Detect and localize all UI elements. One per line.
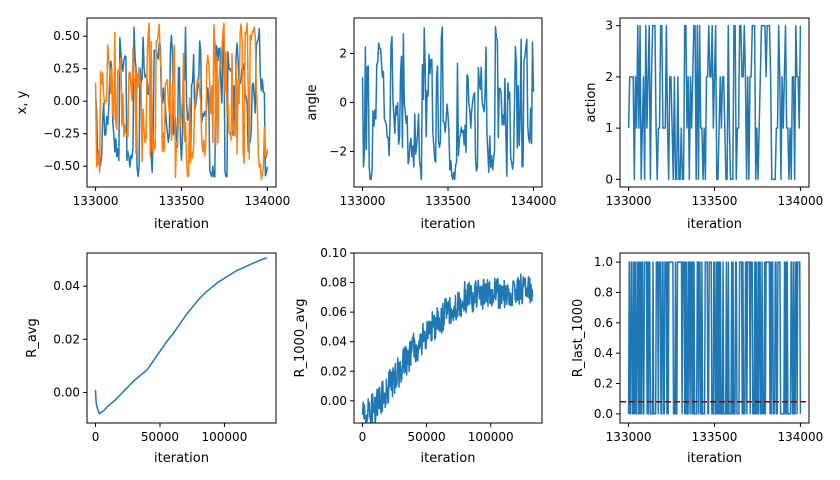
ytick-label-r1000-0: 0.00 [320,394,347,408]
ytick-label-rlast-4: 0.8 [594,285,613,299]
ytick-label-action-3: 3 [605,19,613,33]
panel-action: iteration action 133000 133500 134000 0 1 2 3 [584,17,824,232]
ylabel-action: action [584,82,599,122]
ytick-label-ravg-2: 0.04 [53,279,80,293]
ytick-label-rlast-1: 0.2 [594,377,613,391]
ytick-label-r1000-1: 0.02 [320,364,347,378]
ytick-label-rlast-5: 1.0 [594,255,613,269]
plot-area-action [627,24,802,181]
ytick-label-xy-0: −0.50 [43,159,80,173]
xtick-label-rlast-0: 133000 [606,430,652,444]
series-line-r1000-0 [361,273,534,423]
panel-rlast: iteration R_last_1000 133000 133500 134000… [571,252,824,466]
ytick-label-xy-4: 0.50 [53,29,80,43]
series-line-rlast-0 [627,261,802,415]
panel-ravg: iteration R_avg 0 50000 100000 0.00 0.02 0.04 [25,252,277,466]
ylabel-angle: angle [305,84,320,120]
plot-area-r1000 [361,273,534,423]
xlabel-xy: iteration [154,217,209,232]
xtick-label-r1000-0: 0 [359,430,367,444]
ylabel-r1000: R_1000_avg [293,298,308,377]
panel-r1000: iteration R_1000_avg 0 50000 100000 0.00 0.0… [293,246,543,466]
xtick-label-xy-2: 134000 [245,194,291,208]
ytick-label-angle-1: 0 [339,96,347,110]
axes-frame-r1000 [353,252,543,424]
ylabel-xy: x, y [15,90,30,114]
ytick-label-rlast-3: 0.6 [594,316,613,330]
xtick-label-action-2: 134000 [778,194,824,208]
xtick-label-ravg-0: 0 [92,430,100,444]
ytick-label-angle-0: −2 [329,144,347,158]
ytick-label-r1000-5: 0.10 [320,246,347,260]
ytick-label-xy-3: 0.25 [53,62,80,76]
plot-area-rlast [620,261,809,415]
ytick-label-ravg-0: 0.00 [53,385,80,399]
plot-area-xy [94,22,269,180]
series-line-xy-1 [94,22,269,180]
ytick-label-r1000-2: 0.04 [320,335,347,349]
xtick-label-xy-1: 133500 [159,194,205,208]
xlabel-angle: iteration [421,217,476,232]
ytick-label-action-2: 2 [605,70,613,84]
plot-area-ravg [94,257,268,415]
ylabel-ravg: R_avg [25,318,40,357]
xtick-label-ravg-1: 50000 [141,430,179,444]
axes-frame-ravg [86,252,277,424]
ytick-label-r1000-3: 0.06 [320,305,347,319]
ytick-label-rlast-2: 0.4 [594,346,613,360]
xtick-label-xy-0: 133000 [73,194,119,208]
xtick-label-action-0: 133000 [606,194,652,208]
ytick-label-action-0: 0 [605,172,613,186]
xtick-label-r1000-2: 100000 [468,430,514,444]
series-line-ravg-0 [94,257,268,415]
ytick-label-ravg-1: 0.02 [53,332,80,346]
xlabel-ravg: iteration [154,451,209,466]
xtick-label-angle-2: 134000 [511,194,557,208]
xlabel-r1000: iteration [421,451,476,466]
ytick-label-xy-2: 0.00 [53,94,80,108]
xtick-label-rlast-2: 134000 [778,430,824,444]
ytick-label-angle-2: 2 [339,47,347,61]
panel-xy: iteration x, y 133000 133500 134000 −0.50 −0… [15,17,291,232]
ytick-label-r1000-4: 0.08 [320,276,347,290]
xtick-label-rlast-1: 133500 [692,430,738,444]
xtick-label-r1000-1: 50000 [407,430,445,444]
xtick-label-angle-1: 133500 [425,194,471,208]
xlabel-rlast: iteration [687,451,742,466]
ytick-label-action-1: 1 [605,121,613,135]
xlabel-action: iteration [687,217,742,232]
series-line-xy-0 [94,26,269,178]
plot-area-angle [361,26,535,181]
ylabel-rlast: R_last_1000 [571,299,586,378]
ytick-label-rlast-0: 0.0 [594,407,613,421]
series-line-action-0 [627,24,802,181]
xtick-label-action-1: 133500 [692,194,738,208]
panel-angle: iteration angle 133000 133500 134000 −2 0 2 [305,17,557,232]
ytick-label-xy-1: −0.25 [43,127,80,141]
xtick-label-ravg-2: 100000 [202,430,248,444]
xtick-label-angle-0: 133000 [340,194,386,208]
series-line-angle-0 [361,26,535,181]
